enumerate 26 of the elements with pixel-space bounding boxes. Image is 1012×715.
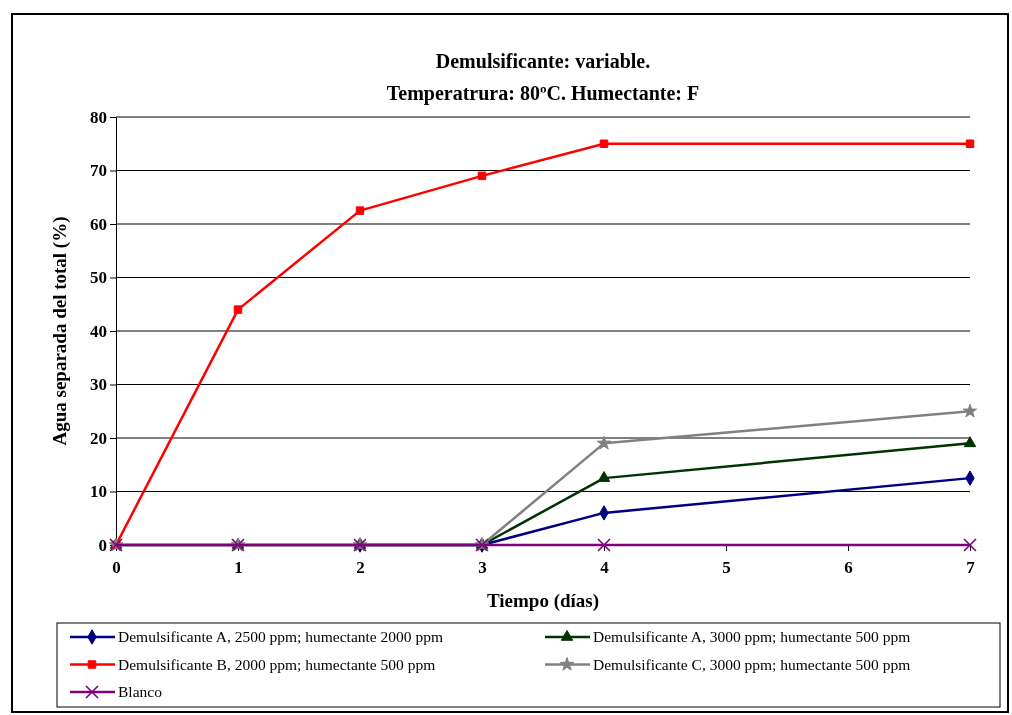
legend-label: Demulsificante A, 3000 ppm; humectante 500 ppm bbox=[593, 628, 911, 645]
y-tick-label: 50 bbox=[90, 268, 107, 288]
legend-label: Demulsificante B, 2000 ppm; humectante 500 ppm bbox=[118, 655, 436, 673]
x-tick-label: 3 bbox=[478, 558, 487, 578]
legend-label: Demulsificante C, 3000 ppm; humectante 500 ppm bbox=[593, 655, 911, 673]
y-tick-label: 60 bbox=[90, 214, 107, 234]
legend-label: Demulsificante A, 2500 ppm; humectante 2000 ppm bbox=[118, 628, 444, 645]
legend-label: Blanco bbox=[118, 683, 163, 700]
x-tick-label: 5 bbox=[722, 558, 731, 578]
chart-title: Demulsificante: variable. bbox=[435, 50, 651, 72]
y-tick-label: 10 bbox=[90, 482, 107, 502]
y-tick-label: 70 bbox=[90, 161, 107, 181]
x-tick-label: 7 bbox=[966, 558, 976, 578]
y-axis-title: Agua separada del total (%) bbox=[49, 216, 71, 446]
x-axis-title: Tiempo (días) bbox=[486, 590, 600, 612]
y-tick-label: 20 bbox=[90, 428, 107, 448]
x-tick-label: 6 bbox=[844, 558, 853, 578]
x-tick-label: 4 bbox=[600, 558, 610, 578]
y-tick-label: 0 bbox=[98, 535, 107, 555]
chart-subtitle: Temperatrura: 80ºC. Humectante: F bbox=[386, 82, 700, 105]
y-tick-label: 80 bbox=[90, 107, 107, 127]
y-tick-label: 40 bbox=[90, 321, 107, 341]
x-tick-label: 0 bbox=[112, 558, 121, 578]
y-tick-label: 30 bbox=[90, 375, 107, 395]
x-tick-label: 2 bbox=[356, 558, 365, 578]
x-tick-label: 1 bbox=[234, 558, 243, 578]
